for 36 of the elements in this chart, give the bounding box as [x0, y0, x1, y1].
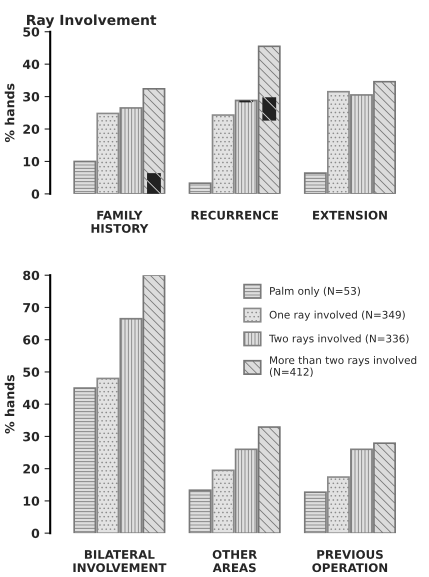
- y-tick-label: 0: [32, 189, 40, 199]
- y-tick-label: 20: [23, 124, 40, 134]
- y-tick-label: 70: [23, 302, 40, 312]
- x-tick-label: OTHER AREAS: [212, 550, 257, 572]
- y-tick-label: 80: [23, 270, 40, 280]
- y-tick-label: 40: [22, 400, 40, 410]
- legend-label: More than two rays involved (N=412): [270, 356, 416, 377]
- bar: [304, 172, 327, 194]
- y-tick-label: 60: [23, 335, 40, 345]
- legend-label: One ray involved (N=349): [270, 310, 405, 321]
- y-axis-title: % hands: [4, 84, 14, 142]
- bar: [262, 97, 276, 121]
- x-tick-label: RECURRENCE: [192, 210, 278, 220]
- y-tick-label: 50: [23, 27, 40, 37]
- y-tick-label: 50: [23, 367, 40, 377]
- chart-title: Ray Involvement: [27, 14, 156, 28]
- y-tick-label: 30: [23, 432, 40, 442]
- bar: [73, 387, 96, 534]
- y-tick-label: 10: [24, 156, 40, 166]
- y-tick-label: 20: [23, 464, 40, 474]
- y-tick-label: 0: [32, 528, 40, 538]
- y-axis-title: % hands: [4, 375, 14, 434]
- legend-label: Palm only (N=53): [270, 286, 360, 297]
- bar: [73, 160, 96, 194]
- x-tick-label: FAMILY HISTORY: [92, 210, 148, 233]
- x-tick-label: PREVIOUS OPERATION: [312, 550, 388, 572]
- x-tick-label: BILATERAL INVOLVEMENT: [73, 550, 166, 572]
- bar: [188, 182, 212, 194]
- bar: [188, 489, 212, 534]
- y-tick-label: 30: [23, 92, 40, 102]
- bar: [147, 173, 161, 194]
- y-tick-label: 40: [22, 60, 40, 70]
- x-tick-label: EXTENSION: [313, 210, 387, 220]
- legend-label: Two rays involved (N=336): [269, 334, 409, 344]
- bar: [304, 491, 327, 534]
- y-tick-label: 10: [24, 496, 40, 506]
